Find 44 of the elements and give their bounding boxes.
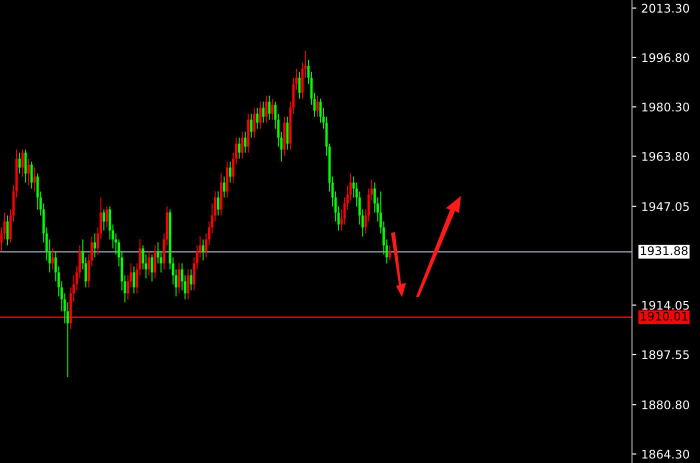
y-tick-label: 1864.30 bbox=[642, 450, 690, 459]
candlestick bbox=[27, 158, 30, 186]
y-tick-label: 1947.05 bbox=[642, 202, 689, 212]
ref-line-label: 1931.88 bbox=[640, 246, 688, 256]
candlestick bbox=[244, 131, 246, 154]
candlestick bbox=[190, 268, 192, 291]
candlestick bbox=[106, 206, 108, 228]
y-tick-label: 1897.55 bbox=[642, 350, 689, 360]
candlestick bbox=[241, 131, 244, 160]
y-tick-label: 1980.30 bbox=[642, 102, 690, 112]
y-tick-label: 1963.80 bbox=[642, 152, 690, 161]
candlestick bbox=[30, 161, 33, 190]
candlestick bbox=[226, 161, 228, 198]
candlestick bbox=[33, 167, 36, 192]
y-tick-label: 1914.05 bbox=[642, 300, 689, 310]
candlestick bbox=[186, 268, 190, 300]
candlestick bbox=[298, 71, 301, 100]
candlestick bbox=[132, 266, 136, 294]
candlestick bbox=[202, 238, 204, 261]
candlestick bbox=[94, 232, 96, 258]
candlestick bbox=[271, 98, 274, 120]
y-tick-label: 1996.80 bbox=[642, 53, 690, 62]
candlestick bbox=[250, 113, 252, 138]
candlestick bbox=[253, 107, 256, 138]
candlestick bbox=[259, 101, 262, 130]
candlestick bbox=[51, 248, 54, 270]
candlestick bbox=[268, 95, 271, 120]
candlestick bbox=[388, 244, 391, 261]
candlestick bbox=[21, 149, 24, 178]
candlestick bbox=[223, 176, 226, 198]
candlestick bbox=[286, 116, 289, 150]
candlestick bbox=[256, 107, 259, 130]
candlestick bbox=[24, 149, 27, 184]
candlestick bbox=[102, 209, 106, 231]
candlestick bbox=[265, 95, 268, 124]
candlestick bbox=[18, 152, 21, 174]
candlestick bbox=[216, 191, 220, 216]
candlestick bbox=[178, 262, 180, 294]
y-tick-label: 2013.30 bbox=[642, 4, 690, 13]
ref-line-label: 1910.01 bbox=[640, 312, 688, 321]
candlestick bbox=[262, 101, 265, 124]
y-tick-label: 1880.80 bbox=[642, 400, 690, 410]
candlestick bbox=[229, 161, 232, 184]
candlestick bbox=[238, 137, 240, 160]
